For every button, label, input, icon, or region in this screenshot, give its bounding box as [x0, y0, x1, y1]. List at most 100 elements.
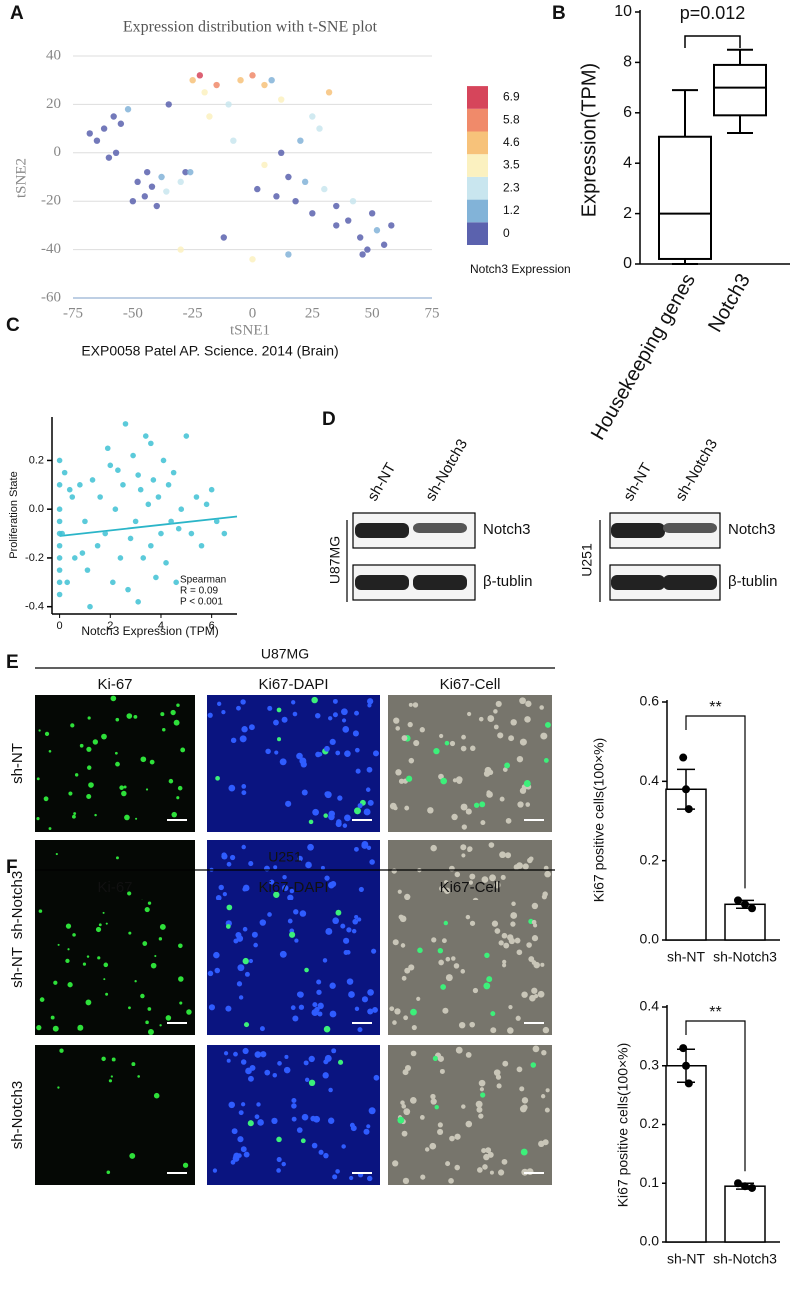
point: [148, 440, 154, 447]
cell: [273, 891, 280, 898]
cell: [441, 938, 447, 944]
cell: [282, 884, 289, 892]
point: [388, 222, 395, 229]
cell: [451, 813, 458, 821]
cell: [516, 1066, 523, 1073]
cell: [110, 1075, 113, 1078]
cell: [276, 707, 282, 713]
cell: [277, 737, 282, 742]
fit-line: [59, 515, 238, 537]
cell: [496, 1083, 502, 1089]
cell: [292, 711, 298, 717]
y-tick-label: -0.2: [25, 552, 44, 564]
y-tick-label: 0.0: [640, 931, 660, 947]
point: [56, 506, 63, 512]
cell: [486, 790, 491, 795]
point: [285, 251, 292, 258]
cell: [147, 901, 152, 905]
colorbar-title: Notch3 Expression: [470, 262, 571, 276]
cell: [525, 802, 531, 807]
cell: [248, 958, 254, 964]
column-label: Ki67-DAPI: [258, 676, 328, 693]
cell: [519, 1086, 525, 1092]
cell: [479, 1087, 485, 1092]
point: [132, 518, 139, 525]
cell: [438, 959, 444, 966]
y-axis-label: tSNE2: [13, 158, 29, 198]
cell: [237, 1153, 242, 1158]
cell: [335, 909, 342, 916]
cell: [149, 759, 155, 765]
cell: [477, 1167, 483, 1173]
colorbar-block: [467, 86, 488, 109]
point: [285, 173, 292, 181]
cell: [353, 807, 361, 815]
cell: [115, 717, 120, 722]
cell: [282, 874, 287, 880]
cell: [369, 859, 375, 865]
cell: [273, 719, 279, 726]
cell: [77, 1027, 81, 1031]
cell: [344, 750, 351, 757]
cell: [48, 827, 52, 830]
cell: [335, 820, 342, 828]
point: [309, 210, 316, 217]
cell: [328, 813, 335, 821]
x-tick-label: -50: [123, 305, 143, 321]
cell: [242, 1047, 249, 1055]
x-tick-label: Notch3: [704, 270, 755, 336]
cell: [469, 1021, 476, 1028]
cell: [328, 716, 333, 721]
cell: [289, 888, 295, 894]
cell: [324, 791, 331, 798]
cell: [170, 709, 176, 716]
cell: [501, 932, 508, 939]
point: [135, 472, 141, 478]
cell: [397, 889, 402, 894]
cell: [445, 974, 453, 982]
point: [182, 168, 189, 176]
point: [380, 241, 388, 248]
point: [64, 579, 71, 586]
cell: [544, 870, 551, 878]
cell: [424, 1147, 430, 1152]
cell: [437, 1055, 445, 1062]
column-label: Ki67-Cell: [440, 879, 501, 896]
cell: [114, 751, 118, 755]
cell: [178, 943, 183, 949]
cell: [541, 1050, 547, 1056]
y-tick-label: 0.0: [29, 503, 44, 515]
point: [198, 542, 205, 549]
cell: [237, 964, 245, 972]
cell: [140, 756, 147, 763]
cell: [269, 879, 275, 885]
point: [130, 452, 136, 459]
point: [278, 96, 285, 103]
cell: [442, 1007, 449, 1014]
cell: [354, 914, 359, 920]
cell: [241, 790, 247, 796]
y-tick-label: 40: [46, 47, 61, 63]
cell: [317, 1002, 324, 1009]
point: [206, 113, 213, 120]
cell: [322, 958, 328, 963]
cell: [541, 894, 547, 900]
cell: [469, 920, 476, 926]
cell: [254, 1051, 262, 1058]
cell: [366, 845, 372, 850]
cell: [409, 1097, 417, 1104]
cell: [291, 1097, 297, 1103]
cell: [539, 705, 544, 710]
row-label: sh-Notch3: [9, 871, 26, 939]
cell: [267, 912, 272, 917]
cell: [490, 1011, 496, 1017]
point: [105, 154, 113, 161]
cell: [488, 842, 495, 848]
point: [56, 567, 63, 573]
cell: [502, 767, 508, 772]
cell: [92, 739, 99, 745]
cell: [98, 923, 102, 927]
cell: [55, 852, 58, 856]
cell: [230, 854, 236, 861]
